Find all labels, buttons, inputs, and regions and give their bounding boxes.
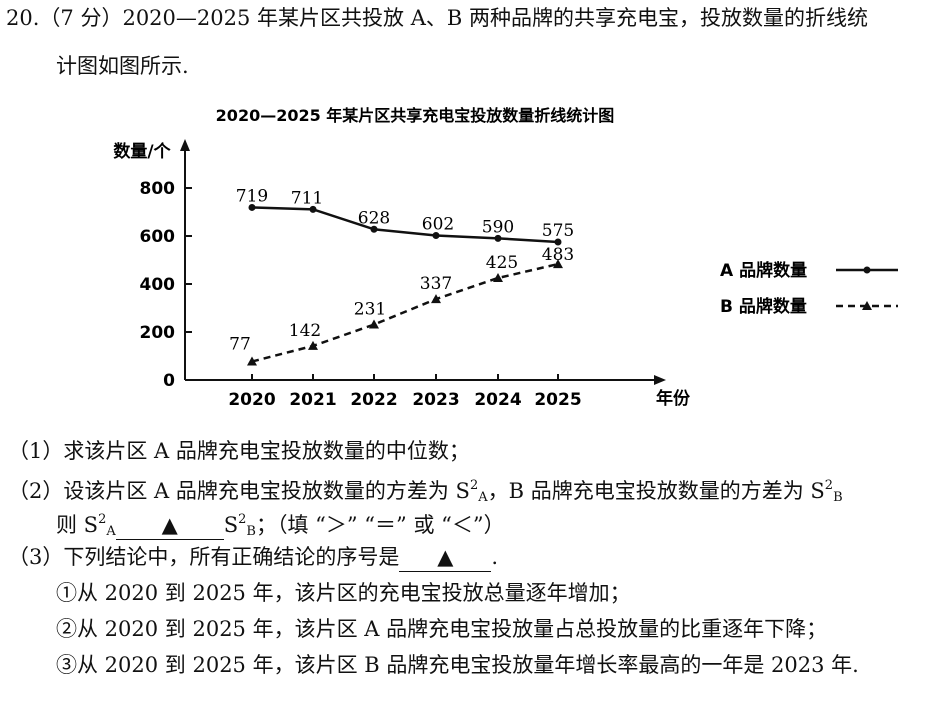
data-point-a <box>554 238 562 246</box>
part-3-blank-mark: ▲ <box>437 545 454 569</box>
part-3-answer-blank[interactable]: ▲ <box>399 543 492 572</box>
data-label: 77 <box>229 335 251 355</box>
data-point-b <box>247 356 257 366</box>
part-2-sup-1: 2 <box>469 478 479 493</box>
x-axis-arrow <box>654 375 666 385</box>
stem-text-2: 计图如图所示. <box>56 54 189 78</box>
part-2-sub-a: A <box>478 490 488 505</box>
question-number: 20. <box>6 6 40 30</box>
y-tick-label: 400 <box>140 275 176 295</box>
data-point-a <box>370 225 378 233</box>
y-tick-label: 600 <box>140 227 176 247</box>
legend-label-a: A 品牌数量 <box>720 260 807 281</box>
series-line-b <box>251 262 559 363</box>
data-label: 231 <box>354 300 386 320</box>
data-label: 425 <box>486 253 518 273</box>
legend-label-b: B 品牌数量 <box>720 296 807 317</box>
part-2-line-2: 则 S2A ▲ S2B；（填 “＞” “＝” 或 “＜”） <box>56 506 505 546</box>
x-tick-label: 2023 <box>412 390 459 410</box>
question-score: （7 分） <box>39 6 123 30</box>
part-2-sup-2: 2 <box>824 478 834 493</box>
data-point-b <box>369 319 379 329</box>
x-axis-label: 年份 <box>656 388 691 409</box>
chart-legend: A 品牌数量 B 品牌数量 <box>720 260 898 317</box>
part-1-text: （1）求该片区 A 品牌充电宝投放数量的中位数； <box>8 439 470 463</box>
y-tick-label: 200 <box>140 323 176 343</box>
data-point-b <box>431 294 441 304</box>
data-point-a <box>309 205 317 213</box>
conclusion-2-text: ②从 2020 到 2025 年，该片区 A 品牌充电宝投放量占总投放量的比重逐… <box>56 617 828 641</box>
part-3-text: （3）下列结论中，所有正确结论的序号是 <box>8 545 400 569</box>
data-point-a <box>248 203 256 211</box>
data-point-a <box>432 232 440 240</box>
data-label: 602 <box>422 215 454 235</box>
chart-axes: 数量/个年份 0 200 400 600 800 2020 2021 2022 2023 2024 2… <box>113 139 691 410</box>
part-2-blank-mark: ▲ <box>161 513 178 537</box>
data-point-b <box>308 340 318 350</box>
conclusion-1-text: ①从 2020 到 2025 年，该片区的充电宝投放总量逐年增加； <box>56 581 631 605</box>
chart-title: 2020—2025 年某片区共享充电宝投放数量折线统计图 <box>216 106 615 125</box>
part-2-sub-b2: B <box>246 524 256 539</box>
y-axis-arrow <box>180 139 190 151</box>
x-tick-label: 2020 <box>228 390 275 410</box>
line-chart: 2020—2025 年某片区共享充电宝投放数量折线统计图 数量/个年份 0 200 4… <box>113 106 898 410</box>
part-2-text-a: （2）设该片区 A 品牌充电宝投放数量的方差为 S <box>8 479 470 503</box>
part-2-sup-3: 2 <box>98 512 107 527</box>
part-2-answer-blank[interactable]: ▲ <box>115 511 224 540</box>
data-label: 711 <box>291 188 323 208</box>
x-tick-label: 2024 <box>474 390 521 410</box>
part-2-sub-a2: A <box>106 524 116 539</box>
data-point-b <box>493 273 503 282</box>
conclusion-2: ②从 2020 到 2025 年，该片区 A 品牌充电宝投放量占总投放量的比重逐… <box>56 615 827 643</box>
y-axis-label: 数量/个 <box>113 141 171 162</box>
data-point-a <box>494 234 502 242</box>
conclusion-1: ①从 2020 到 2025 年，该片区的充电宝投放总量逐年增加； <box>56 579 631 607</box>
x-tick-label: 2021 <box>289 390 336 410</box>
stem-text-1: 2020—2025 年某片区共投放 A、B 两种品牌的共享充电宝，投放数量的折线… <box>122 6 868 30</box>
part-3-end: . <box>491 545 499 569</box>
part-2-text-c: 则 S <box>56 513 99 537</box>
part-2-sup-4: 2 <box>238 512 247 527</box>
data-label: 628 <box>358 208 390 228</box>
conclusion-3: ③从 2020 到 2025 年，该片区 B 品牌充电宝投放量年增长率最高的一年… <box>56 651 859 679</box>
data-label: 142 <box>289 321 321 341</box>
data-label: 575 <box>542 221 574 241</box>
part-3: （3）下列结论中，所有正确结论的序号是 ▲. <box>8 543 498 572</box>
data-label: 337 <box>420 274 452 294</box>
data-point-b <box>553 259 563 269</box>
x-tick-label: 2025 <box>534 390 581 410</box>
part-1: （1）求该片区 A 品牌充电宝投放数量的中位数； <box>8 437 470 465</box>
y-tick-label: 800 <box>140 179 176 199</box>
x-tick-label: 2022 <box>350 390 397 410</box>
data-label: 483 <box>542 245 574 265</box>
part-2-text-e: ；（填 “＞” “＝” 或 “＜”） <box>255 513 505 537</box>
legend-marker-a <box>863 266 871 274</box>
part-2-text-b: ，B 品牌充电宝投放数量的方差为 S <box>487 479 825 503</box>
series-line-a <box>251 206 559 244</box>
data-label: 590 <box>482 217 514 237</box>
conclusion-3-text: ③从 2020 到 2025 年，该片区 B 品牌充电宝投放量年增长率最高的一年… <box>56 653 859 677</box>
stem-line-1: 20.（7 分）2020—2025 年某片区共投放 A、B 两种品牌的共享充电宝… <box>6 4 868 32</box>
part-2-text-d: S <box>223 513 239 537</box>
part-2: （2）设该片区 A 品牌充电宝投放数量的方差为 S2A，B 品牌充电宝投放数量的… <box>8 472 843 512</box>
y-tick-label: 0 <box>163 371 175 391</box>
chart-plot: 719 711 628 602 590 575 77 142 231 337 425 483 <box>229 186 574 366</box>
part-2-sub-b: B <box>833 490 843 505</box>
legend-marker-b <box>862 301 872 310</box>
stem-line-2: 计图如图所示. <box>56 52 189 80</box>
data-label: 719 <box>236 186 268 206</box>
